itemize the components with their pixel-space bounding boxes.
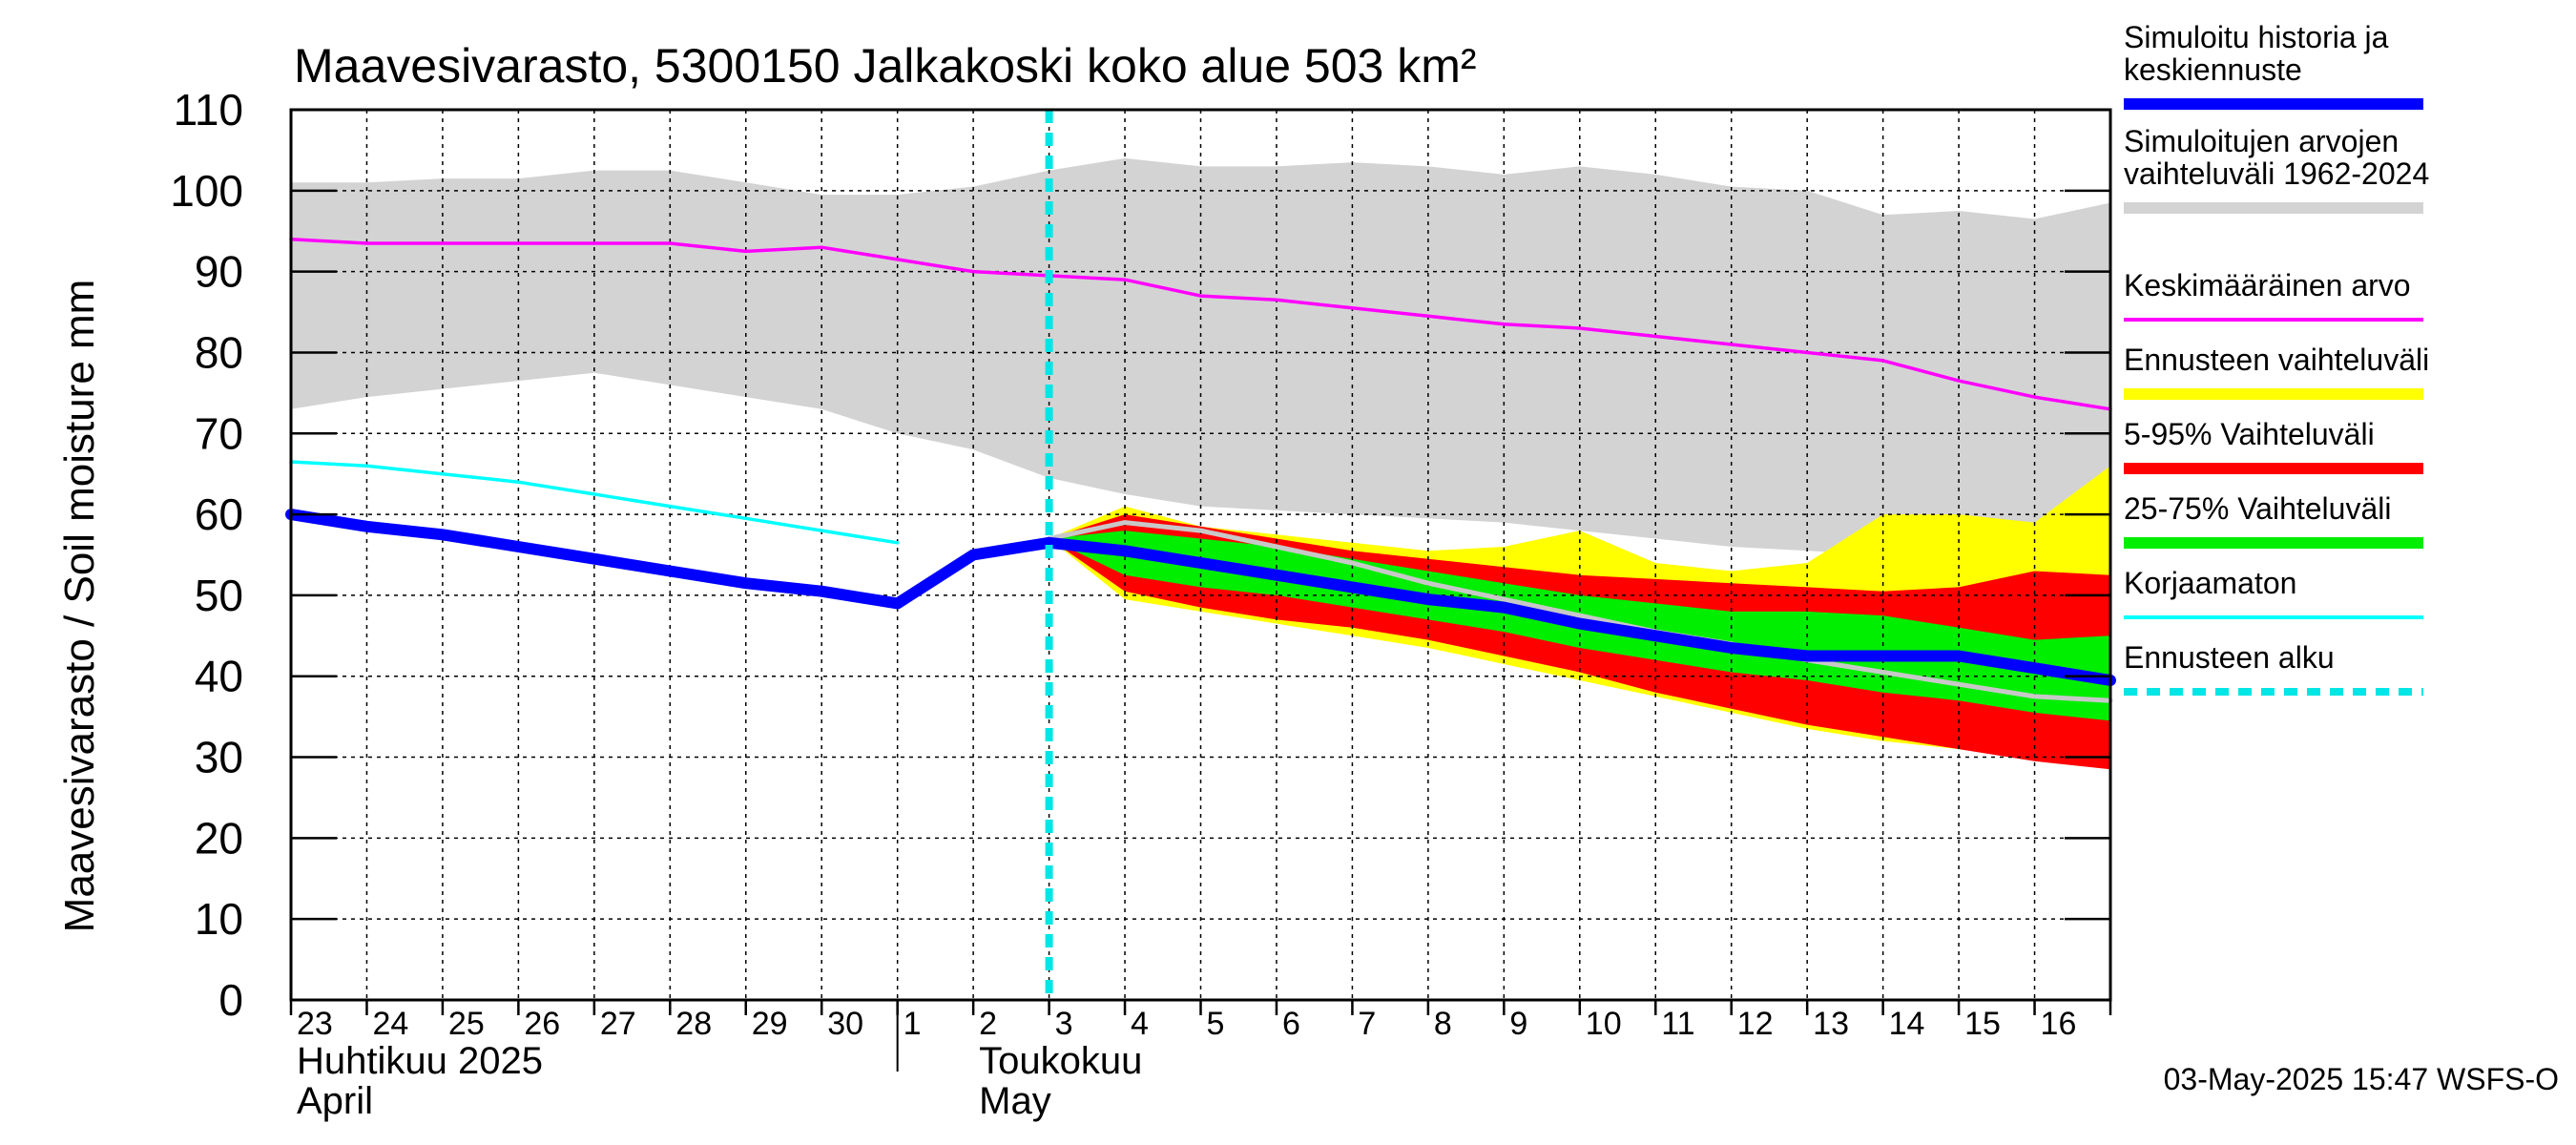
line-simuloitu-historia-ja-keskiennuste [285, 509, 2116, 686]
line-median-forecast [1047, 520, 2113, 703]
x-tick-label: 27 [600, 1006, 636, 1042]
legend-item-ennusteen-vaihteluv-li: Ennusteen vaihteluväli [2124, 343, 2429, 400]
legend-label: Korjaamaton [2124, 566, 2296, 600]
legend-item-keskim-r-inen-arvo: Keskimääräinen arvo [2124, 268, 2423, 322]
line-korjaamaton [289, 460, 900, 545]
line-layer [285, 110, 2116, 1000]
month-label-en: May [979, 1080, 1051, 1122]
x-tick-label: 29 [752, 1006, 788, 1042]
y-tick-label: 100 [170, 166, 243, 216]
y-tick-label: 80 [195, 327, 243, 377]
y-tick-label: 50 [195, 571, 243, 620]
x-tick-label: 10 [1586, 1006, 1622, 1042]
legend-item-korjaamaton: Korjaamaton [2124, 566, 2423, 619]
x-tick-label: 16 [2041, 1006, 2077, 1042]
y-tick-label: 60 [195, 489, 243, 539]
x-tick-label: 6 [1282, 1006, 1300, 1042]
y-tick-label: 110 [174, 85, 243, 135]
legend-label: Simuloitu historia ja [2124, 20, 2389, 54]
y-axis-label: Maavesivarasto / Soil moisture mm [56, 280, 103, 933]
x-tick-label: 3 [1055, 1006, 1073, 1042]
timestamp-footer: 03-May-2025 15:47 WSFS-O [2164, 1062, 2559, 1096]
y-tick-label: 20 [195, 813, 243, 863]
x-tick-label: 23 [297, 1006, 333, 1042]
x-tick-label: 7 [1358, 1006, 1376, 1042]
line-keskim-r-inen-arvo [289, 237, 2112, 411]
legend-label: Ennusteen vaihteluväli [2124, 343, 2429, 377]
legend-item-25-75-vaihteluv-li: 25-75% Vaihteluväli [2124, 491, 2423, 549]
legend-label: 5-95% Vaihteluväli [2124, 417, 2375, 451]
x-tick-label: 5 [1207, 1006, 1225, 1042]
legend-label: Ennusteen alku [2124, 640, 2335, 675]
y-tick-label: 0 [218, 975, 243, 1025]
x-tick-label: 14 [1889, 1006, 1925, 1042]
legend-label: Keskimääräinen arvo [2124, 268, 2411, 302]
x-tick-label: 13 [1813, 1006, 1849, 1042]
x-tick-label: 9 [1509, 1006, 1527, 1042]
legend-label: vaihteluväli 1962-2024 [2124, 156, 2429, 191]
x-tick-label: 8 [1434, 1006, 1452, 1042]
x-tick-label: 11 [1661, 1006, 1694, 1042]
y-tick-label: 30 [195, 733, 243, 782]
x-tick-label: 25 [448, 1006, 485, 1042]
chart-title: Maavesivarasto, 5300150 Jalkakoski koko … [294, 39, 1477, 93]
legend-item-ennusteen-alku: Ennusteen alku [2124, 640, 2423, 696]
legend-label: keskiennuste [2124, 52, 2302, 87]
x-tick-label: 1 [904, 1006, 922, 1042]
month-label: Toukokuu [979, 1040, 1142, 1082]
x-tick-label: 12 [1737, 1006, 1774, 1042]
legend: Simuloitu historia jakeskiennusteSimuloi… [2124, 20, 2429, 696]
x-tick-label: 24 [372, 1006, 408, 1042]
y-tick-label: 70 [195, 408, 243, 458]
y-tick-label: 10 [195, 894, 243, 944]
x-tick-label: 2 [979, 1006, 997, 1042]
y-tick-label: 90 [195, 247, 243, 297]
legend-label: Simuloitujen arvojen [2124, 124, 2399, 158]
x-tick-label: 4 [1131, 1006, 1149, 1042]
x-tick-label: 26 [524, 1006, 560, 1042]
month-label: Huhtikuu 2025 [297, 1040, 543, 1082]
y-tick-label: 40 [195, 652, 243, 701]
month-label-en: April [297, 1080, 373, 1122]
x-tick-label: 30 [827, 1006, 863, 1042]
legend-item-5-95-vaihteluv-li: 5-95% Vaihteluväli [2124, 417, 2423, 474]
legend-label: 25-75% Vaihteluväli [2124, 491, 2391, 526]
x-tick-label: 15 [1964, 1006, 2001, 1042]
x-tick-label: 28 [675, 1006, 712, 1042]
